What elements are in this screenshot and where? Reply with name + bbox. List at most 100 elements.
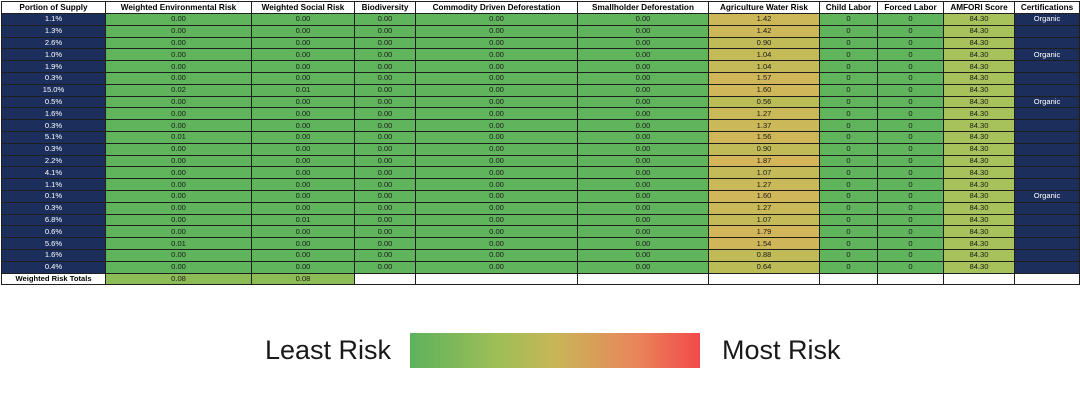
cell-water-risk: 1.27 (708, 201, 820, 215)
cell-child-labor: 0 (819, 142, 878, 156)
col-amfori-score[interactable]: AMFORI Score (943, 1, 1015, 14)
col-biodiversity[interactable]: Biodiversity (354, 1, 416, 14)
table-row: 0.4% 0.00 0.00 0.00 0.00 0.00 0.64 0 0 84.30 (1, 260, 1080, 274)
cell-environmental-risk: 0.00 (105, 13, 252, 26)
cell-environmental-risk: 0.00 (105, 142, 252, 156)
cell-amfori-score: 84.30 (943, 119, 1015, 132)
cell-biodiversity: 0.00 (354, 248, 416, 262)
cell-child-labor: 0 (819, 178, 878, 191)
cell-certifications (1014, 71, 1080, 85)
cell-portion-of-supply: 6.8% (1, 213, 106, 227)
col-forced-labor[interactable]: Forced Labor (877, 1, 944, 14)
cell-commodity-deforestation: 0.00 (415, 213, 578, 227)
cell-amfori-score: 84.30 (943, 189, 1015, 203)
table-row: 0.1% 0.00 0.00 0.00 0.00 0.00 1.60 0 0 84.30 Organ… (1, 189, 1080, 203)
cell-social-risk: 0.00 (251, 237, 355, 250)
cell-smallholder-deforestation: 0.00 (577, 154, 709, 168)
cell-smallholder-deforestation: 0.00 (577, 36, 709, 50)
cell-smallholder-deforestation: 0.00 (577, 225, 709, 239)
cell-amfori-score: 84.30 (943, 248, 1015, 262)
cell-certifications (1014, 36, 1080, 50)
cell-certifications (1014, 166, 1080, 180)
cell-child-labor: 0 (819, 260, 878, 274)
cell-environmental-risk: 0.00 (105, 60, 252, 73)
cell-amfori-score: 84.30 (943, 154, 1015, 168)
cell-smallholder-deforestation: 0.00 (577, 95, 709, 109)
cell-social-risk: 0.01 (251, 83, 355, 97)
cell-portion-of-supply: 1.3% (1, 24, 106, 38)
cell-biodiversity: 0.00 (354, 237, 416, 250)
cell-commodity-deforestation: 0.00 (415, 237, 578, 250)
table-row: 1.9% 0.00 0.00 0.00 0.00 0.00 1.04 0 0 84.30 (1, 60, 1080, 73)
cell-social-risk: 0.00 (251, 225, 355, 239)
cell-social-risk: 0.00 (251, 189, 355, 203)
cell-smallholder-deforestation: 0.00 (577, 107, 709, 121)
cell-amfori-score: 84.30 (943, 13, 1015, 26)
cell-water-risk: 0.90 (708, 142, 820, 156)
legend-least-risk-label: Least Risk (265, 335, 392, 365)
cell-biodiversity: 0.00 (354, 48, 416, 62)
cell-portion-of-supply: 0.1% (1, 189, 106, 203)
col-child-labor[interactable]: Child Labor (819, 1, 878, 14)
cell-environmental-risk: 0.00 (105, 107, 252, 121)
totals-empty-cell (819, 272, 878, 286)
cell-water-risk: 1.57 (708, 71, 820, 85)
cell-portion-of-supply: 1.6% (1, 248, 106, 262)
cell-certifications (1014, 178, 1080, 191)
cell-amfori-score: 84.30 (943, 71, 1015, 85)
cell-portion-of-supply: 2.2% (1, 154, 106, 168)
cell-forced-labor: 0 (877, 71, 944, 85)
cell-smallholder-deforestation: 0.00 (577, 260, 709, 274)
cell-social-risk: 0.01 (251, 213, 355, 227)
table-row: 15.0% 0.02 0.01 0.00 0.00 0.00 1.60 0 0 84.30 (1, 83, 1080, 97)
col-commodity-driven-deforestation[interactable]: Commodity Driven Deforestation (415, 1, 578, 14)
cell-commodity-deforestation: 0.00 (415, 178, 578, 191)
cell-child-labor: 0 (819, 213, 878, 227)
cell-amfori-score: 84.30 (943, 166, 1015, 180)
table-body: 1.1% 0.00 0.00 0.00 0.00 0.00 1.42 0 0 84.30 Organ… (1, 13, 1080, 286)
cell-portion-of-supply: 0.3% (1, 119, 106, 132)
cell-commodity-deforestation: 0.00 (415, 166, 578, 180)
cell-certifications (1014, 24, 1080, 38)
cell-certifications (1014, 237, 1080, 250)
cell-water-risk: 1.04 (708, 48, 820, 62)
cell-certifications (1014, 260, 1080, 274)
cell-certifications (1014, 213, 1080, 227)
cell-smallholder-deforestation: 0.00 (577, 119, 709, 132)
legend-gradient-bar (410, 333, 700, 368)
cell-amfori-score: 84.30 (943, 107, 1015, 121)
table-row: 5.1% 0.01 0.00 0.00 0.00 0.00 1.56 0 0 84.30 (1, 130, 1080, 144)
cell-water-risk: 1.54 (708, 237, 820, 250)
totals-row: Weighted Risk Totals 0.08 0.08 (1, 272, 1080, 286)
cell-smallholder-deforestation: 0.00 (577, 130, 709, 144)
cell-smallholder-deforestation: 0.00 (577, 248, 709, 262)
cell-environmental-risk: 0.01 (105, 237, 252, 250)
cell-social-risk: 0.00 (251, 201, 355, 215)
cell-certifications (1014, 60, 1080, 73)
table-row: 1.3% 0.00 0.00 0.00 0.00 0.00 1.42 0 0 84.30 (1, 24, 1080, 38)
cell-forced-labor: 0 (877, 225, 944, 239)
cell-forced-labor: 0 (877, 107, 944, 121)
cell-water-risk: 1.42 (708, 13, 820, 26)
col-certifications[interactable]: Certifications (1014, 1, 1080, 14)
cell-social-risk: 0.00 (251, 248, 355, 262)
cell-smallholder-deforestation: 0.00 (577, 166, 709, 180)
col-smallholder-deforestation[interactable]: Smallholder Deforestation (577, 1, 709, 14)
cell-environmental-risk: 0.00 (105, 36, 252, 50)
cell-certifications (1014, 142, 1080, 156)
col-weighted-social-risk[interactable]: Weighted Social Risk (251, 1, 355, 14)
cell-commodity-deforestation: 0.00 (415, 48, 578, 62)
cell-child-labor: 0 (819, 107, 878, 121)
cell-social-risk: 0.00 (251, 154, 355, 168)
cell-commodity-deforestation: 0.00 (415, 71, 578, 85)
cell-child-labor: 0 (819, 48, 878, 62)
col-weighted-environmental-risk[interactable]: Weighted Environmental Risk (105, 1, 252, 14)
total-environmental-risk: 0.08 (105, 272, 252, 286)
table-row: 1.6% 0.00 0.00 0.00 0.00 0.00 0.88 0 0 84.30 (1, 248, 1080, 262)
cell-portion-of-supply: 1.9% (1, 60, 106, 73)
col-agriculture-water-risk[interactable]: Agriculture Water Risk (708, 1, 820, 14)
col-portion-of-supply[interactable]: Portion of Supply (1, 1, 106, 14)
cell-portion-of-supply: 1.1% (1, 178, 106, 191)
cell-forced-labor: 0 (877, 48, 944, 62)
cell-environmental-risk: 0.00 (105, 154, 252, 168)
